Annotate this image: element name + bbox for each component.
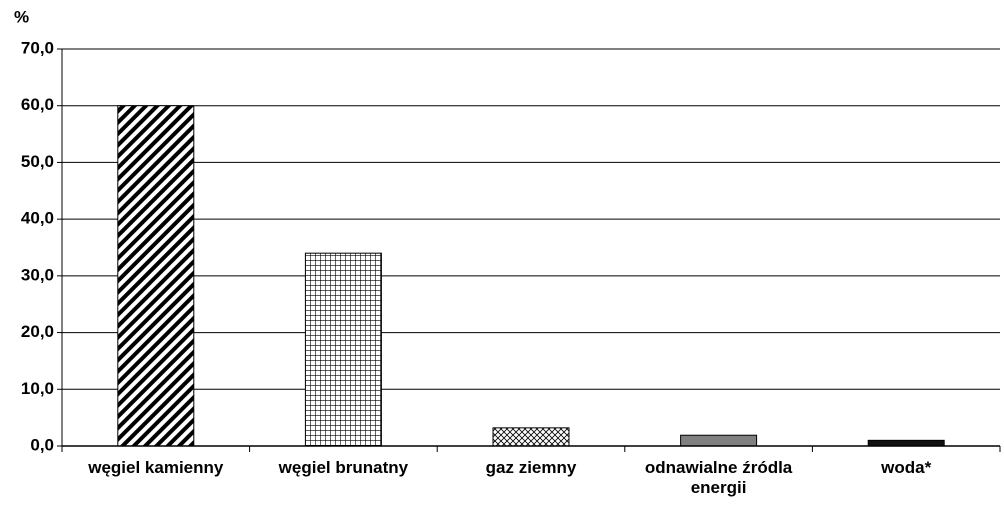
x-tick-label: węgiel brunatny xyxy=(278,458,409,477)
y-tick-label: 10,0 xyxy=(21,379,54,398)
bar xyxy=(867,439,945,447)
bar xyxy=(680,434,758,447)
x-tick-label: węgiel kamienny xyxy=(88,458,224,477)
y-unit: % xyxy=(14,7,29,26)
bar xyxy=(304,252,382,447)
x-tick-label: gaz ziemny xyxy=(485,458,577,477)
y-tick-label: 40,0 xyxy=(21,209,54,228)
y-tick-label: 30,0 xyxy=(21,265,54,284)
y-tick-label: 0,0 xyxy=(30,435,54,454)
x-tick-label: odnawialne źródla energii xyxy=(644,458,793,497)
bar xyxy=(492,427,570,447)
x-tick-label: woda* xyxy=(881,458,932,477)
y-tick-label: 60,0 xyxy=(21,95,54,114)
y-tick-label: 50,0 xyxy=(21,152,54,171)
y-tick-label: 20,0 xyxy=(21,322,54,341)
y-tick-label: 70,0 xyxy=(21,38,54,57)
bar xyxy=(117,105,195,447)
